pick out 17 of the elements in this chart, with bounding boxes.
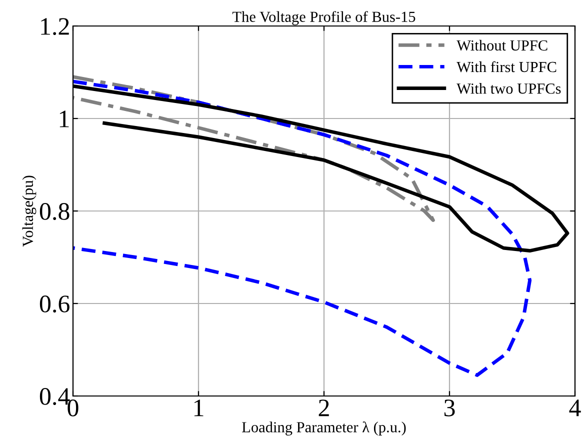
x-tick-label: 1 — [194, 400, 204, 416]
y-axis-title: Voltage(pu) — [22, 176, 36, 247]
legend-label: With two UPFCs — [456, 83, 561, 94]
line-series — [73, 75, 435, 222]
x-tick-label: 4 — [569, 400, 581, 416]
y-tick-label: 0.4 — [40, 388, 70, 406]
y-tick-label: 0.8 — [40, 203, 70, 220]
chart-title: The Voltage Profile of Bus-15 — [232, 11, 416, 26]
x-tick-label: 3 — [444, 400, 455, 416]
y-tick-label: 1.2 — [41, 18, 69, 36]
x-tick-label: 2 — [318, 400, 329, 416]
x-axis-title: Loading Parameter λ (p.u.) — [242, 421, 406, 436]
y-tick-label: 0.6 — [40, 296, 70, 313]
legend-label: Without UPFC — [456, 40, 548, 51]
y-tick-label: 1 — [60, 110, 69, 128]
x-tick-label: 0 — [68, 400, 78, 416]
legend-label: With first UPFC — [456, 61, 556, 72]
